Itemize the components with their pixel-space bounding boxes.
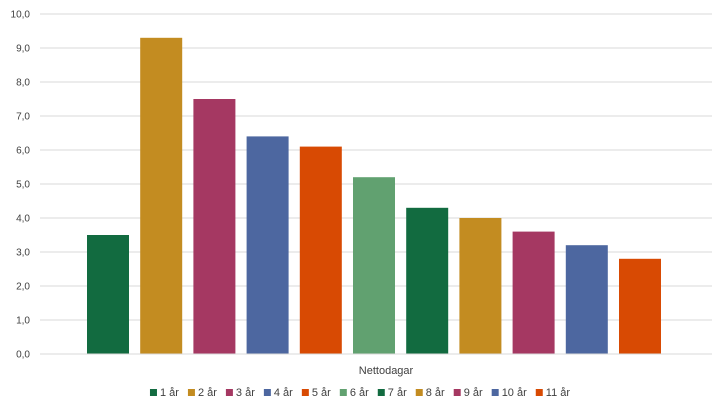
bar	[246, 136, 289, 354]
legend-swatch	[187, 389, 195, 396]
legend-label: 3 år	[236, 387, 255, 399]
y-tick-label: 4,0	[16, 214, 30, 225]
y-tick-label: 0,0	[16, 350, 30, 361]
legend-label: 8 år	[426, 387, 445, 399]
legend: 1 år 2 år 3 år 4 år 5 år 6 år 7 år 8 år 9 år 10 å…	[149, 387, 571, 399]
bar	[512, 231, 555, 354]
legend-swatch	[263, 389, 271, 396]
bar	[193, 99, 236, 354]
legend-swatch	[377, 389, 385, 396]
y-tick-label: 8,0	[16, 78, 30, 89]
legend-label: 10 år	[502, 387, 527, 399]
legend-label: 2 år	[198, 387, 217, 399]
legend-label: 4 år	[274, 387, 293, 399]
y-tick-label: 5,0	[16, 180, 30, 191]
legend-label: 11 år	[546, 387, 571, 399]
legend-swatch	[149, 389, 157, 396]
y-tick-label: 1,0	[16, 316, 30, 327]
legend-swatch	[415, 389, 423, 396]
bar	[459, 218, 502, 354]
y-axis-tick-labels: 0,0 1,0 2,0 3,0 4,0 5,0 6,0 7,0 8,0 9,0 10,0	[11, 10, 31, 361]
legend-swatch	[225, 389, 233, 396]
y-tick-label: 3,0	[16, 248, 30, 259]
bar	[565, 245, 608, 354]
legend-label: 6 år	[350, 387, 369, 399]
legend-swatch	[301, 389, 309, 396]
bar	[299, 146, 342, 354]
y-tick-label: 6,0	[16, 146, 30, 157]
bar	[619, 258, 661, 354]
legend-label: 1 år	[160, 387, 179, 399]
legend-swatch	[491, 389, 499, 396]
y-tick-label: 9,0	[16, 44, 30, 55]
legend-swatch	[453, 389, 461, 396]
bar	[353, 177, 395, 354]
y-tick-label: 2,0	[16, 282, 30, 293]
bar	[140, 37, 183, 355]
legend-label: 5 år	[312, 387, 331, 399]
bars	[87, 37, 661, 355]
x-axis-category-label: Nettodagar	[359, 365, 414, 377]
legend-swatch	[339, 389, 347, 396]
y-tick-label: 10,0	[11, 10, 31, 21]
bar	[406, 207, 449, 354]
legend-label: 9 år	[464, 387, 483, 399]
y-tick-label: 7,0	[16, 112, 30, 123]
bar	[87, 235, 129, 354]
legend-label: 7 år	[388, 387, 407, 399]
legend-swatch	[535, 389, 543, 396]
